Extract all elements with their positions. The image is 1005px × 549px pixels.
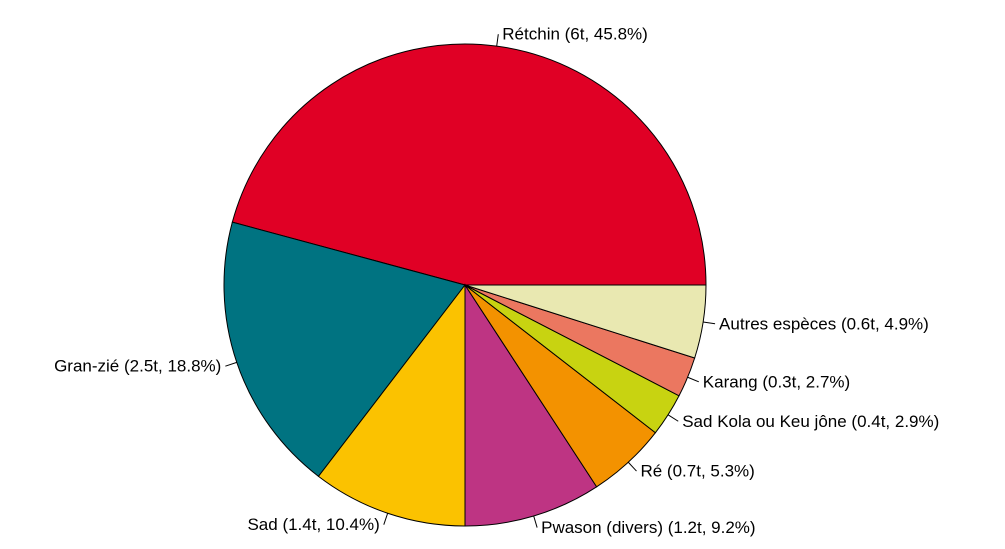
pie-slice-sad	[317, 283, 466, 527]
leader-line-sad-kola-ou-keu-jone	[667, 414, 679, 422]
pie-slice-pwason-divers	[464, 283, 598, 527]
slice-labels: Rétchin (6t, 45.8%) Gran-zié (2.5t, 18.8%…	[54, 25, 939, 537]
slice-label-sad-kola-ou-keu-jone: Sad Kola ou Keu jône (0.4t, 2.9%)	[682, 412, 939, 431]
leader-line-re	[627, 461, 637, 472]
leader-line-sad	[383, 513, 389, 525]
slice-label-gran-zie: Gran-zié (2.5t, 18.8%)	[54, 357, 221, 376]
leader-line-autres-especes	[703, 321, 716, 325]
slice-label-pwason-divers: Pwason (divers) (1.2t, 9.2%)	[541, 518, 755, 537]
slice-label-re: Ré (0.7t, 5.3%)	[640, 462, 754, 481]
slice-label-autres-especes: Autres espèces (0.6t, 4.9%)	[719, 314, 929, 333]
slice-label-karang: Karang (0.3t, 2.7%)	[703, 372, 850, 391]
slice-label-sad: Sad (1.4t, 10.4%)	[247, 515, 379, 534]
leader-line-gran-zie	[225, 361, 237, 367]
leader-line-karang	[687, 376, 699, 383]
slice-label-retchin: Rétchin (6t, 45.8%)	[502, 25, 648, 44]
leader-line-retchin	[496, 34, 499, 47]
pie-slices	[223, 43, 707, 527]
pie-slice-gran-zie	[223, 221, 466, 478]
leader-line-pwason-divers	[533, 515, 538, 528]
label-leader-lines	[225, 34, 716, 528]
